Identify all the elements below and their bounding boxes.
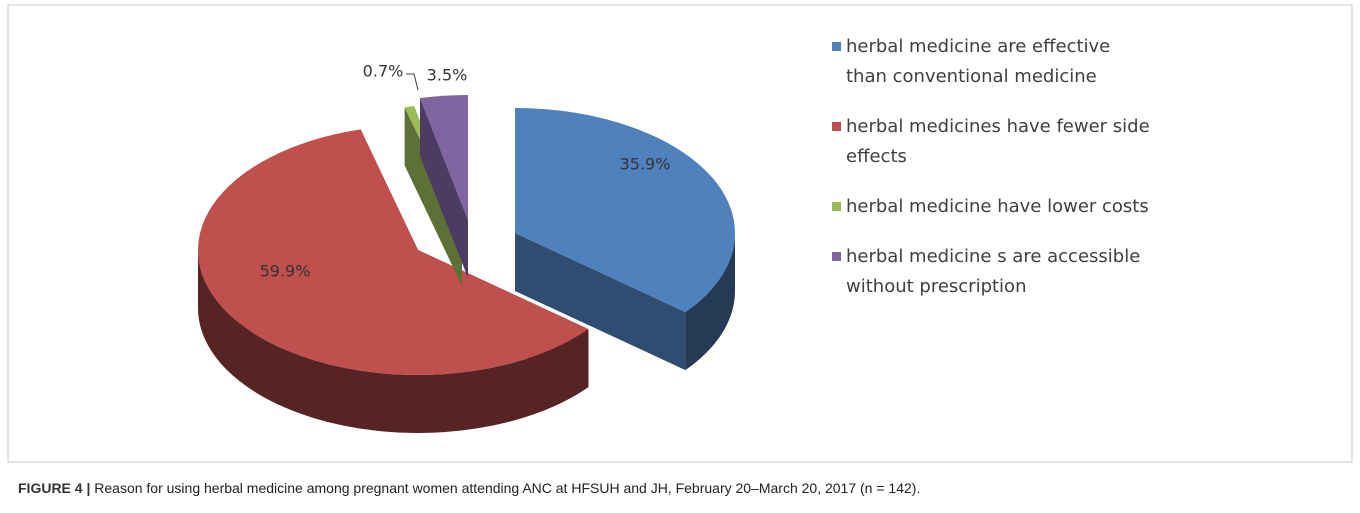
leader-line [406,73,419,91]
legend-entry: herbal medicines have fewer side effects [832,112,1152,172]
slice-wall [515,233,686,371]
pie: 35.9% 59.9% 0.7% 3.5% [198,62,735,434]
legend-label: herbal medicine have lower costs [846,196,1149,217]
data-label: 59.9% [260,262,311,281]
legend-label: herbal medicines have fewer side effects [846,116,1150,167]
slice-side [198,250,589,434]
legend-entry: herbal medicine have lower costs [832,192,1152,222]
legend-swatch [832,122,841,131]
legend-label: herbal medicine are effective than conve… [846,36,1111,87]
legend-entry: herbal medicine s are accessible without… [832,242,1152,302]
slice-side [685,233,735,371]
slice [198,129,589,375]
slice [420,95,468,220]
legend-label: herbal medicine s are accessible without… [846,246,1141,297]
legend-swatch [832,42,841,51]
data-label: 0.7% [363,62,404,81]
slice-wall [420,98,468,278]
data-label: 3.5% [427,66,468,85]
slice [515,108,735,313]
data-label: 35.9% [620,155,671,174]
chart-border [7,4,1353,463]
legend-swatch [832,202,841,211]
legend-entry: herbal medicine are effective than conve… [832,32,1152,92]
legend: herbal medicine are effective than conve… [832,32,1152,322]
figure-label: FIGURE 4 | [18,480,91,496]
caption-text: Reason for using herbal medicine among p… [94,480,921,496]
caption: FIGURE 4 | Reason for using herbal medic… [18,480,1348,496]
legend-swatch [832,252,841,261]
